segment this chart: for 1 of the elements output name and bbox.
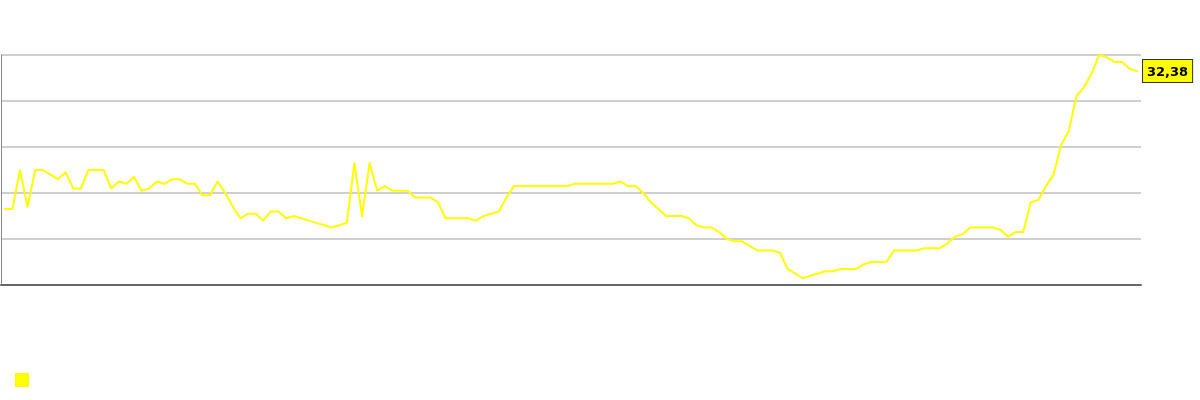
text: 32,38 <box>1147 63 1189 79</box>
